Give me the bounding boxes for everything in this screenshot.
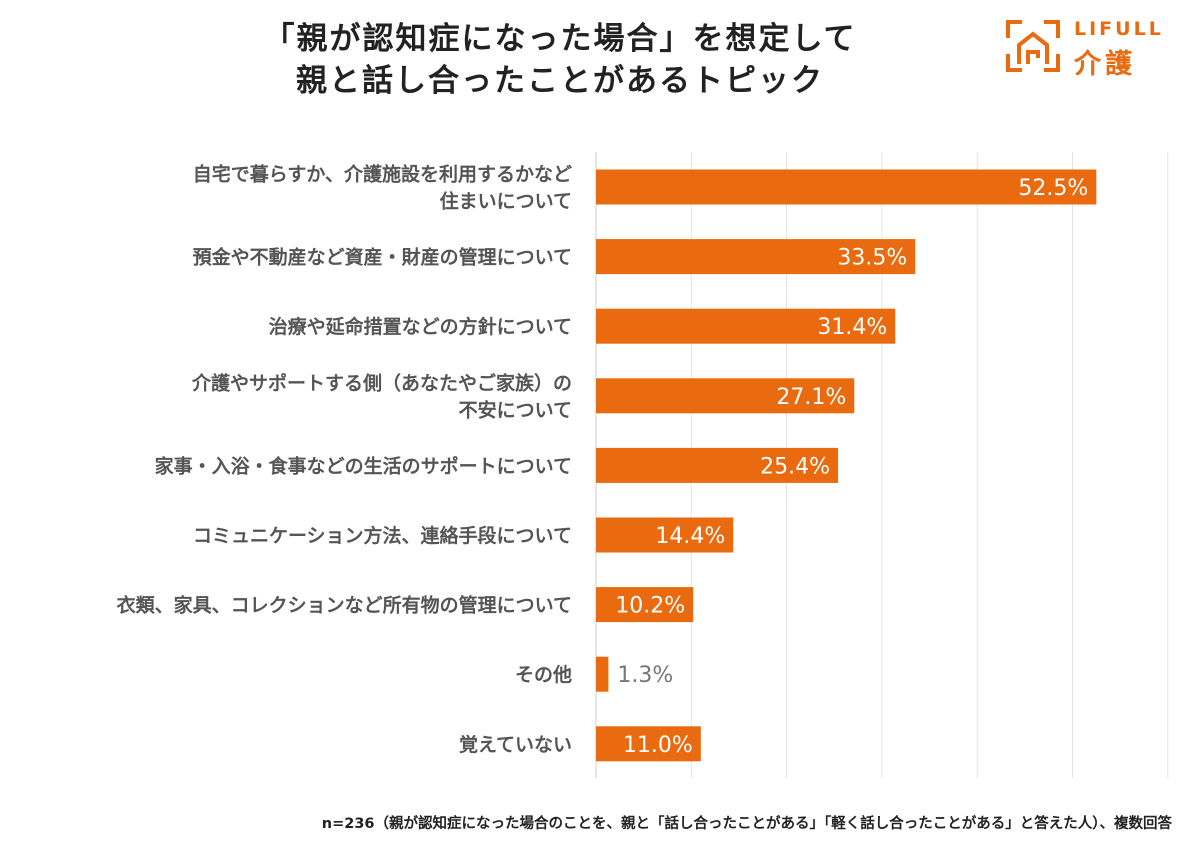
value-label-1: 52.5% (1018, 176, 1088, 201)
footnote: n=236（親が認知症になった場合のことを、親と「話し合ったことがある」「軽く話… (321, 816, 1172, 832)
logo-text-jp: 介護 (1074, 49, 1136, 80)
value-label-3: 31.4% (817, 315, 887, 340)
value-label-2: 33.5% (837, 246, 907, 271)
value-label-7: 10.2% (615, 594, 685, 619)
bar-6 (596, 517, 734, 553)
bar-4 (596, 378, 855, 414)
category-label-7-line-1: 衣類、家具、コレクションなど所有物の管理について (117, 594, 572, 617)
bar-9 (596, 726, 701, 762)
bars-layer (596, 169, 1097, 762)
value-label-5: 25.4% (760, 454, 830, 479)
category-label-1-line-2: 住まいについて (440, 190, 572, 213)
category-label-8-line-1: その他 (515, 663, 572, 686)
house-bracket-icon (1006, 20, 1060, 72)
category-label-9-line-1: 覚えていない (459, 733, 572, 756)
bar-8 (596, 656, 609, 692)
category-label-5-line-1: 家事・入浴・食事などの生活のサポートについて (155, 454, 572, 477)
value-label-9: 11.0% (623, 733, 693, 758)
bar-7 (596, 587, 694, 623)
chart-title-line-1: 「親が認知症になった場合」を想定して (263, 21, 857, 57)
category-label-4-line-2: 不安について (459, 398, 572, 421)
bar-3 (596, 308, 896, 344)
category-label-2-line-1: 預金や不動産など資産・財産の管理について (193, 246, 572, 269)
bar-5 (596, 447, 839, 483)
lifull-logo: LIFULL 介護 (1004, 18, 1184, 80)
value-label-6: 14.4% (655, 524, 725, 549)
value-label-4: 27.1% (776, 385, 846, 410)
logo-text-en: LIFULL (1074, 18, 1164, 40)
chart-title: 「親が認知症になった場合」を想定して 親と話し合ったことがあるトピック (200, 18, 920, 102)
bar-2 (596, 239, 916, 275)
chart-title-line-2: 親と話し合ったことがあるトピック (296, 63, 824, 99)
category-label-1-line-1: 自宅で暮らすか、介護施設を利用するかなど (193, 163, 572, 186)
value-label-8: 1.3% (617, 663, 673, 688)
category-label-6-line-1: コミュニケーション方法、連絡手段について (193, 524, 572, 547)
category-label-4-line-1: 介護やサポートする側（あなたやご家族）の (191, 371, 572, 394)
bar-1 (596, 169, 1097, 205)
category-label-3-line-1: 治療や延命措置などの方針について (269, 315, 572, 338)
